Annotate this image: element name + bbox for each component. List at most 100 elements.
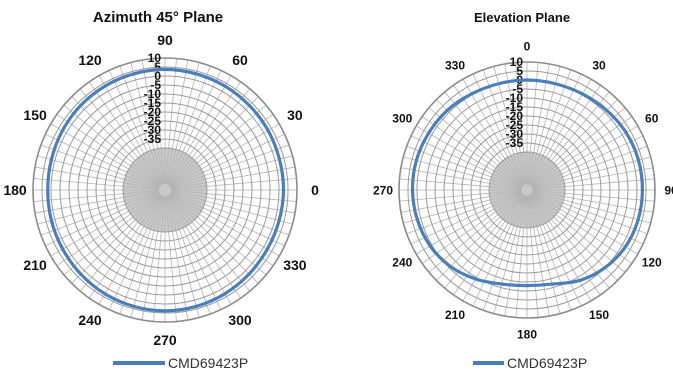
polar-spoke	[453, 84, 525, 186]
data-point	[223, 84, 227, 88]
data-point	[500, 282, 503, 286]
data-point	[277, 219, 281, 222]
polar-spoke	[399, 178, 522, 190]
polar-spoke	[528, 195, 572, 311]
polar-spoke	[444, 91, 524, 186]
polar-spoke	[527, 195, 550, 317]
angle-tick-label: 30	[592, 59, 606, 73]
polar-spoke	[453, 194, 525, 296]
data-point	[578, 279, 581, 282]
data-point	[79, 272, 83, 276]
angle-tick-label: 240	[392, 255, 412, 269]
angle-tick-labels: 0 30 60 90 120 150 180 210 240 270 300 330	[373, 39, 673, 341]
data-point	[79, 104, 82, 107]
radial-tick-label: -35	[506, 136, 524, 150]
radial-tick-label: -30	[144, 123, 162, 137]
radial-tick-label: -30	[506, 127, 524, 141]
polar-spoke	[482, 195, 526, 311]
polar-ring	[122, 147, 208, 233]
polar-ring	[41, 66, 289, 314]
angle-tick-labels: 0 30 60 90 120 150 180 210 240 270 300 330	[3, 32, 319, 348]
polar-ring	[113, 138, 217, 242]
polar-spoke	[529, 73, 582, 186]
data-point	[266, 129, 270, 132]
polar-spoke	[493, 195, 526, 314]
angle-tick-label: 60	[645, 111, 659, 125]
radial-tick-label: -25	[144, 114, 162, 128]
polar-spoke	[532, 190, 654, 213]
radial-tick-label: -25	[506, 118, 524, 132]
polar-spoke	[531, 192, 639, 255]
data-point	[525, 284, 529, 287]
polar-spoke	[462, 194, 525, 302]
angle-tick-label: 150	[589, 308, 609, 322]
polar-ring	[425, 88, 629, 292]
polar-spoke	[504, 63, 527, 185]
polar-spoke	[530, 91, 610, 186]
radial-tick-label: -10	[144, 87, 162, 101]
polar-spoke	[531, 193, 626, 273]
radial-tick-label: -5	[150, 78, 161, 92]
polar-spoke	[428, 107, 523, 187]
data-point	[554, 82, 557, 85]
data-point	[605, 109, 608, 112]
polar-spoke	[421, 192, 523, 264]
radial-tick-label: -10	[506, 91, 524, 105]
polar-spoke	[531, 125, 639, 188]
series-points	[46, 68, 285, 313]
angle-tick-label: 210	[23, 257, 47, 273]
angle-tick-label: 300	[228, 312, 252, 328]
polar-ring	[488, 151, 566, 229]
polar-ring	[470, 133, 584, 247]
polar-outer-ring	[398, 61, 656, 319]
data-point	[103, 292, 107, 296]
polar-spoke	[531, 192, 633, 264]
polar-spoke	[428, 193, 523, 273]
polar-ring	[461, 124, 593, 256]
polar-spoke	[530, 193, 618, 281]
polar-spoke	[532, 178, 655, 190]
data-point	[194, 72, 198, 75]
data-point	[132, 72, 136, 75]
data-point	[641, 188, 644, 192]
polar-ring	[452, 115, 602, 265]
data-point	[624, 131, 628, 134]
chart-title: Azimuth 45° Plane	[93, 9, 223, 26]
polar-spoke	[482, 69, 526, 185]
data-point	[163, 68, 167, 71]
polar-spoke	[531, 107, 626, 187]
radial-tick-label: 10	[148, 51, 162, 65]
radial-tick-label: -20	[506, 109, 524, 123]
polar-spoke	[532, 156, 651, 189]
chart-title: Elevation Plane	[474, 10, 570, 25]
data-point	[194, 305, 198, 308]
angle-tick-label: 90	[157, 32, 173, 48]
legend: CMD69423P	[113, 355, 248, 371]
polar-spoke	[529, 84, 601, 186]
polar-spoke	[528, 69, 572, 185]
polar-spoke	[532, 191, 651, 224]
radial-tick-label: -15	[144, 96, 162, 110]
angle-tick-label: 330	[283, 257, 307, 273]
polar-ring	[443, 106, 611, 274]
polar-ring	[86, 111, 244, 269]
data-point	[248, 104, 251, 107]
data-point	[428, 244, 432, 248]
polar-spoke	[515, 62, 527, 185]
polar-spoke	[529, 78, 592, 186]
polar-spoke	[399, 190, 522, 202]
data-point	[50, 219, 53, 222]
data-point	[132, 305, 136, 308]
polar-spokes	[399, 62, 655, 318]
angle-tick-label: 120	[78, 52, 102, 68]
angle-tick-label: 120	[642, 255, 662, 269]
radial-tick-label: 10	[510, 55, 524, 69]
polar-spoke	[529, 194, 582, 307]
polar-spoke	[410, 192, 523, 245]
angle-tick-label: 180	[3, 182, 27, 198]
polar-spoke	[528, 195, 561, 314]
legend: CMD69423P	[473, 355, 587, 371]
data-point	[551, 282, 554, 286]
angle-tick-label: 30	[287, 107, 303, 123]
